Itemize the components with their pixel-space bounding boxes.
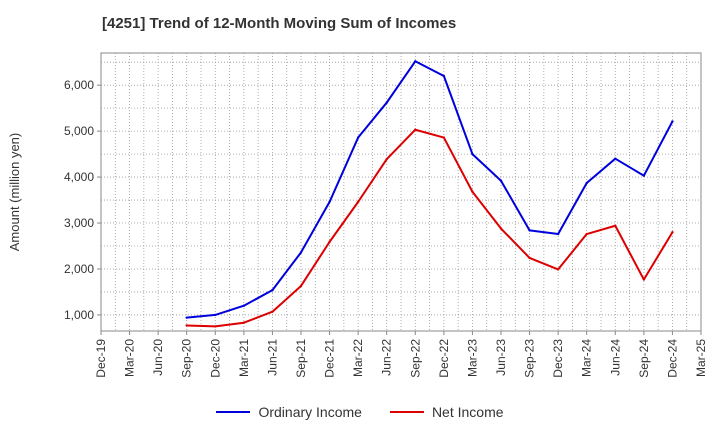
chart-title: [4251] Trend of 12-Month Moving Sum of I… — [102, 15, 457, 32]
legend-item-net-income: Net Income — [389, 404, 504, 420]
legend-label-net-income: Net Income — [431, 404, 504, 420]
legend: Ordinary Income Net Income — [0, 404, 720, 420]
data-point-net-income-jun-23 — [499, 227, 503, 230]
x-tick-label-sep-20: Sep-20 — [180, 339, 194, 378]
x-tick-label-jun-20: Jun-20 — [151, 339, 165, 376]
x-tick-label-sep-22: Sep-22 — [408, 339, 422, 378]
data-point-net-income-jun-22 — [385, 157, 388, 161]
x-tick-label-mar-20: Mar-20 — [123, 339, 137, 377]
data-point-net-income-dec-21 — [328, 240, 331, 244]
data-point-net-income-sep-23 — [528, 256, 531, 260]
y-axis-ticks: 1,000 2,000 3,000 4,000 5,000 6,000 — [64, 78, 101, 322]
data-point-ordinary-income-jun-23 — [499, 179, 503, 182]
series-line-ordinary-income — [186, 60, 674, 319]
series-layer — [185, 60, 674, 328]
data-point-net-income-dec-20 — [214, 325, 217, 328]
y-tick-label-5000: 5,000 — [64, 124, 94, 138]
legend-swatch-net-income — [389, 411, 424, 413]
data-point-ordinary-income-sep-23 — [528, 229, 531, 232]
x-tick-label-jun-22: Jun-22 — [380, 339, 394, 376]
data-point-net-income-sep-24 — [642, 278, 646, 281]
data-point-ordinary-income-sep-24 — [642, 174, 646, 177]
x-tick-label-sep-23: Sep-23 — [523, 339, 537, 378]
data-point-net-income-dec-22 — [442, 136, 446, 139]
x-tick-label-mar-24: Mar-24 — [580, 339, 594, 377]
data-point-net-income-dec-24 — [671, 231, 674, 234]
x-tick-label-dec-19: Dec-19 — [94, 339, 108, 378]
x-tick-label-jun-24: Jun-24 — [608, 339, 622, 376]
data-point-ordinary-income-mar-22 — [356, 136, 360, 139]
x-tick-label-mar-23: Mar-23 — [465, 339, 479, 377]
x-tick-label-dec-20: Dec-20 — [208, 339, 222, 378]
data-point-net-income-mar-22 — [356, 200, 360, 204]
data-point-ordinary-income-dec-23 — [556, 232, 560, 236]
series-line-net-income — [186, 128, 674, 328]
data-point-net-income-jun-21 — [271, 310, 274, 313]
x-tick-label-sep-21: Sep-21 — [294, 339, 308, 378]
legend-swatch-ordinary-income — [216, 411, 251, 413]
x-tick-label-mar-21: Mar-21 — [237, 339, 251, 377]
data-point-ordinary-income-dec-22 — [442, 74, 446, 78]
x-tick-label-dec-22: Dec-22 — [437, 339, 451, 378]
data-point-ordinary-income-dec-21 — [328, 200, 331, 204]
x-tick-label-dec-23: Dec-23 — [551, 339, 565, 378]
y-tick-label-2000: 2,000 — [64, 262, 94, 276]
data-point-net-income-mar-23 — [471, 190, 474, 193]
data-point-ordinary-income-mar-23 — [471, 152, 474, 156]
legend-item-ordinary-income: Ordinary Income — [216, 404, 362, 420]
x-tick-label-dec-21: Dec-21 — [323, 339, 337, 378]
data-point-ordinary-income-jun-21 — [271, 288, 274, 292]
data-point-net-income-mar-24 — [585, 232, 588, 236]
x-tick-label-mar-22: Mar-22 — [351, 339, 365, 377]
data-point-net-income-mar-21 — [242, 321, 246, 324]
data-point-ordinary-income-mar-21 — [242, 304, 246, 307]
y-axis-label: Amount (million yen) — [7, 133, 22, 252]
plot-frame — [100, 52, 702, 332]
data-point-net-income-sep-22 — [414, 128, 417, 131]
data-point-ordinary-income-sep-22 — [414, 60, 417, 63]
data-point-net-income-sep-21 — [299, 284, 303, 288]
x-tick-label-dec-24: Dec-24 — [665, 339, 679, 378]
x-tick-label-mar-25: Mar-25 — [694, 339, 708, 377]
legend-label-ordinary-income: Ordinary Income — [258, 404, 362, 420]
data-point-ordinary-income-sep-20 — [185, 316, 188, 319]
y-tick-label-4000: 4,000 — [64, 170, 94, 184]
data-point-net-income-sep-20 — [185, 324, 188, 327]
y-tick-label-1000: 1,000 — [64, 308, 94, 322]
x-tick-label-sep-24: Sep-24 — [637, 339, 651, 378]
x-axis-ticks: Dec-19 Mar-20 Jun-20 Sep-20 Dec-20 Mar-21 Jun-… — [94, 331, 708, 378]
data-point-net-income-jun-24 — [614, 224, 617, 227]
y-tick-label-6000: 6,000 — [64, 78, 94, 92]
y-tick-label-3000: 3,000 — [64, 216, 94, 230]
data-point-ordinary-income-mar-24 — [585, 181, 588, 185]
x-tick-label-jun-21: Jun-21 — [265, 339, 279, 376]
data-point-ordinary-income-jun-22 — [385, 101, 388, 104]
data-point-ordinary-income-sep-21 — [299, 251, 303, 254]
data-point-ordinary-income-jun-24 — [614, 157, 617, 160]
data-point-ordinary-income-dec-24 — [671, 120, 674, 123]
x-tick-label-jun-23: Jun-23 — [494, 339, 508, 376]
data-point-ordinary-income-dec-20 — [214, 313, 217, 317]
data-point-net-income-dec-23 — [556, 268, 560, 271]
